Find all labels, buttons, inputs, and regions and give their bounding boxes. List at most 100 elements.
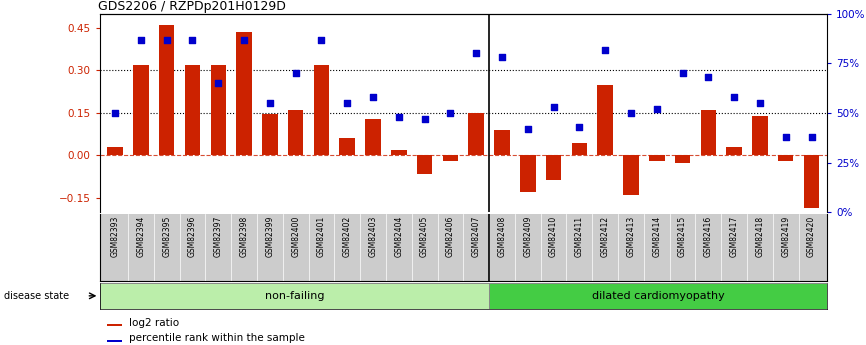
Text: GSM82413: GSM82413 [626, 216, 636, 257]
Text: GSM82410: GSM82410 [549, 216, 558, 257]
Text: GSM82412: GSM82412 [601, 216, 610, 257]
Text: GSM82397: GSM82397 [214, 216, 223, 257]
Bar [262, 115, 278, 156]
Point [185, 37, 199, 42]
Text: GSM82401: GSM82401 [317, 216, 326, 257]
Point [675, 71, 689, 76]
Bar [107, 340, 122, 342]
Bar [107, 324, 122, 326]
Bar [386, 214, 411, 281]
Text: GSM82417: GSM82417 [730, 216, 739, 257]
Point [779, 134, 792, 140]
Point [134, 37, 148, 42]
Text: percentile rank within the sample: percentile rank within the sample [129, 333, 306, 343]
Text: GSM82405: GSM82405 [420, 216, 430, 257]
Text: GDS2206 / RZPDp201H0129D: GDS2206 / RZPDp201H0129D [98, 0, 286, 13]
Text: log2 ratio: log2 ratio [129, 318, 179, 327]
Point [263, 100, 277, 106]
Bar [391, 150, 406, 156]
Text: GSM82393: GSM82393 [111, 216, 120, 257]
Bar [463, 214, 489, 281]
Point [340, 100, 354, 106]
Bar [644, 214, 669, 281]
Bar [469, 113, 484, 156]
Bar [210, 65, 226, 156]
Bar [494, 130, 510, 156]
Text: GSM82400: GSM82400 [291, 216, 301, 257]
Bar [334, 214, 360, 281]
Bar [489, 283, 827, 309]
Text: GSM82394: GSM82394 [136, 216, 145, 257]
Bar [102, 214, 128, 281]
Bar [100, 283, 489, 309]
Bar [778, 156, 793, 161]
Text: GSM82407: GSM82407 [472, 216, 481, 257]
Bar [443, 156, 458, 161]
Text: GSM82416: GSM82416 [704, 216, 713, 257]
Bar [184, 65, 200, 156]
Text: GSM82411: GSM82411 [575, 216, 584, 257]
Bar [695, 214, 721, 281]
Point [392, 114, 406, 120]
Point [366, 94, 380, 100]
Bar [288, 110, 303, 156]
Point [598, 47, 612, 52]
Text: GSM82395: GSM82395 [162, 216, 171, 257]
Text: GSM82404: GSM82404 [394, 216, 404, 257]
Point [443, 110, 457, 116]
Bar [598, 85, 613, 156]
Bar [411, 214, 437, 281]
Bar [339, 138, 355, 156]
Text: dilated cardiomyopathy: dilated cardiomyopathy [591, 291, 725, 301]
Bar [313, 65, 329, 156]
Point [314, 37, 328, 42]
Point [546, 104, 560, 110]
Point [288, 71, 302, 76]
Text: GSM82409: GSM82409 [523, 216, 533, 257]
Bar [721, 214, 747, 281]
Bar [753, 116, 767, 156]
Point [520, 126, 534, 132]
Bar [437, 214, 463, 281]
Bar [282, 214, 308, 281]
Text: GSM82414: GSM82414 [652, 216, 662, 257]
Bar [107, 147, 123, 156]
Bar [540, 214, 566, 281]
Bar [154, 214, 179, 281]
Bar [179, 214, 205, 281]
Bar [515, 214, 540, 281]
Point [727, 94, 741, 100]
Bar [727, 147, 742, 156]
Bar [649, 156, 664, 161]
Bar [798, 214, 824, 281]
Text: non-failing: non-failing [265, 291, 324, 301]
Bar [520, 156, 535, 192]
Point [237, 37, 251, 42]
Bar [669, 214, 695, 281]
Point [108, 110, 122, 116]
Text: GSM82420: GSM82420 [807, 216, 816, 257]
Bar [236, 32, 252, 156]
Bar [489, 214, 515, 281]
Bar [618, 214, 644, 281]
Bar [231, 214, 257, 281]
Text: GSM82418: GSM82418 [755, 216, 765, 257]
Point [753, 100, 767, 106]
Text: GSM82398: GSM82398 [240, 216, 249, 257]
Bar [624, 156, 639, 195]
Point [159, 37, 173, 42]
Text: GSM82415: GSM82415 [678, 216, 687, 257]
Bar [128, 214, 154, 281]
Point [211, 80, 225, 86]
Text: disease state: disease state [4, 291, 69, 301]
Text: GSM82396: GSM82396 [188, 216, 197, 257]
Bar [772, 214, 798, 281]
Point [572, 124, 586, 130]
Text: GSM82408: GSM82408 [497, 216, 507, 257]
Bar [308, 214, 334, 281]
Bar [546, 156, 561, 180]
Bar [257, 214, 282, 281]
Text: GSM82403: GSM82403 [369, 216, 378, 257]
Bar [804, 156, 819, 208]
Point [701, 75, 715, 80]
